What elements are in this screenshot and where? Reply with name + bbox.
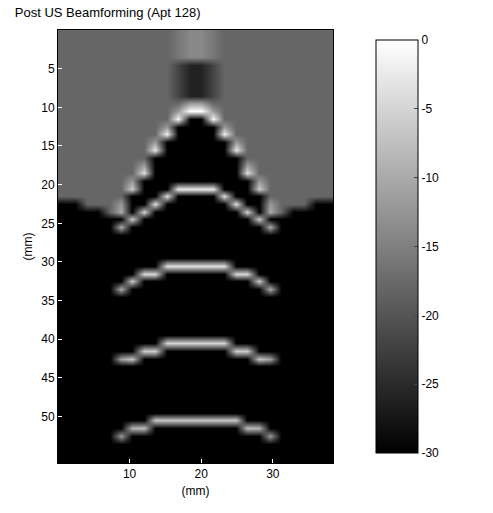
svg-text:-10: -10 xyxy=(421,171,439,185)
svg-text:-15: -15 xyxy=(421,240,439,254)
svg-text:(mm): (mm) xyxy=(182,484,210,498)
svg-text:15: 15 xyxy=(41,139,55,153)
svg-text:-30: -30 xyxy=(421,446,439,460)
svg-text:50: 50 xyxy=(41,410,55,424)
svg-text:20: 20 xyxy=(41,178,55,192)
svg-text:5: 5 xyxy=(48,62,55,76)
svg-text:Post US Beamforming (Apt 128): Post US Beamforming (Apt 128) xyxy=(15,5,201,20)
svg-text:35: 35 xyxy=(41,294,55,308)
svg-text:30: 30 xyxy=(266,467,280,481)
svg-text:10: 10 xyxy=(41,101,55,115)
svg-text:0: 0 xyxy=(421,33,428,47)
svg-text:(mm): (mm) xyxy=(21,233,35,261)
svg-text:10: 10 xyxy=(123,467,137,481)
svg-text:40: 40 xyxy=(41,332,55,346)
svg-text:20: 20 xyxy=(195,467,209,481)
svg-text:-20: -20 xyxy=(421,309,439,323)
svg-text:-25: -25 xyxy=(421,377,439,391)
svg-text:45: 45 xyxy=(41,371,55,385)
svg-text:-5: -5 xyxy=(421,102,432,116)
svg-text:30: 30 xyxy=(41,255,55,269)
svg-text:25: 25 xyxy=(41,217,55,231)
